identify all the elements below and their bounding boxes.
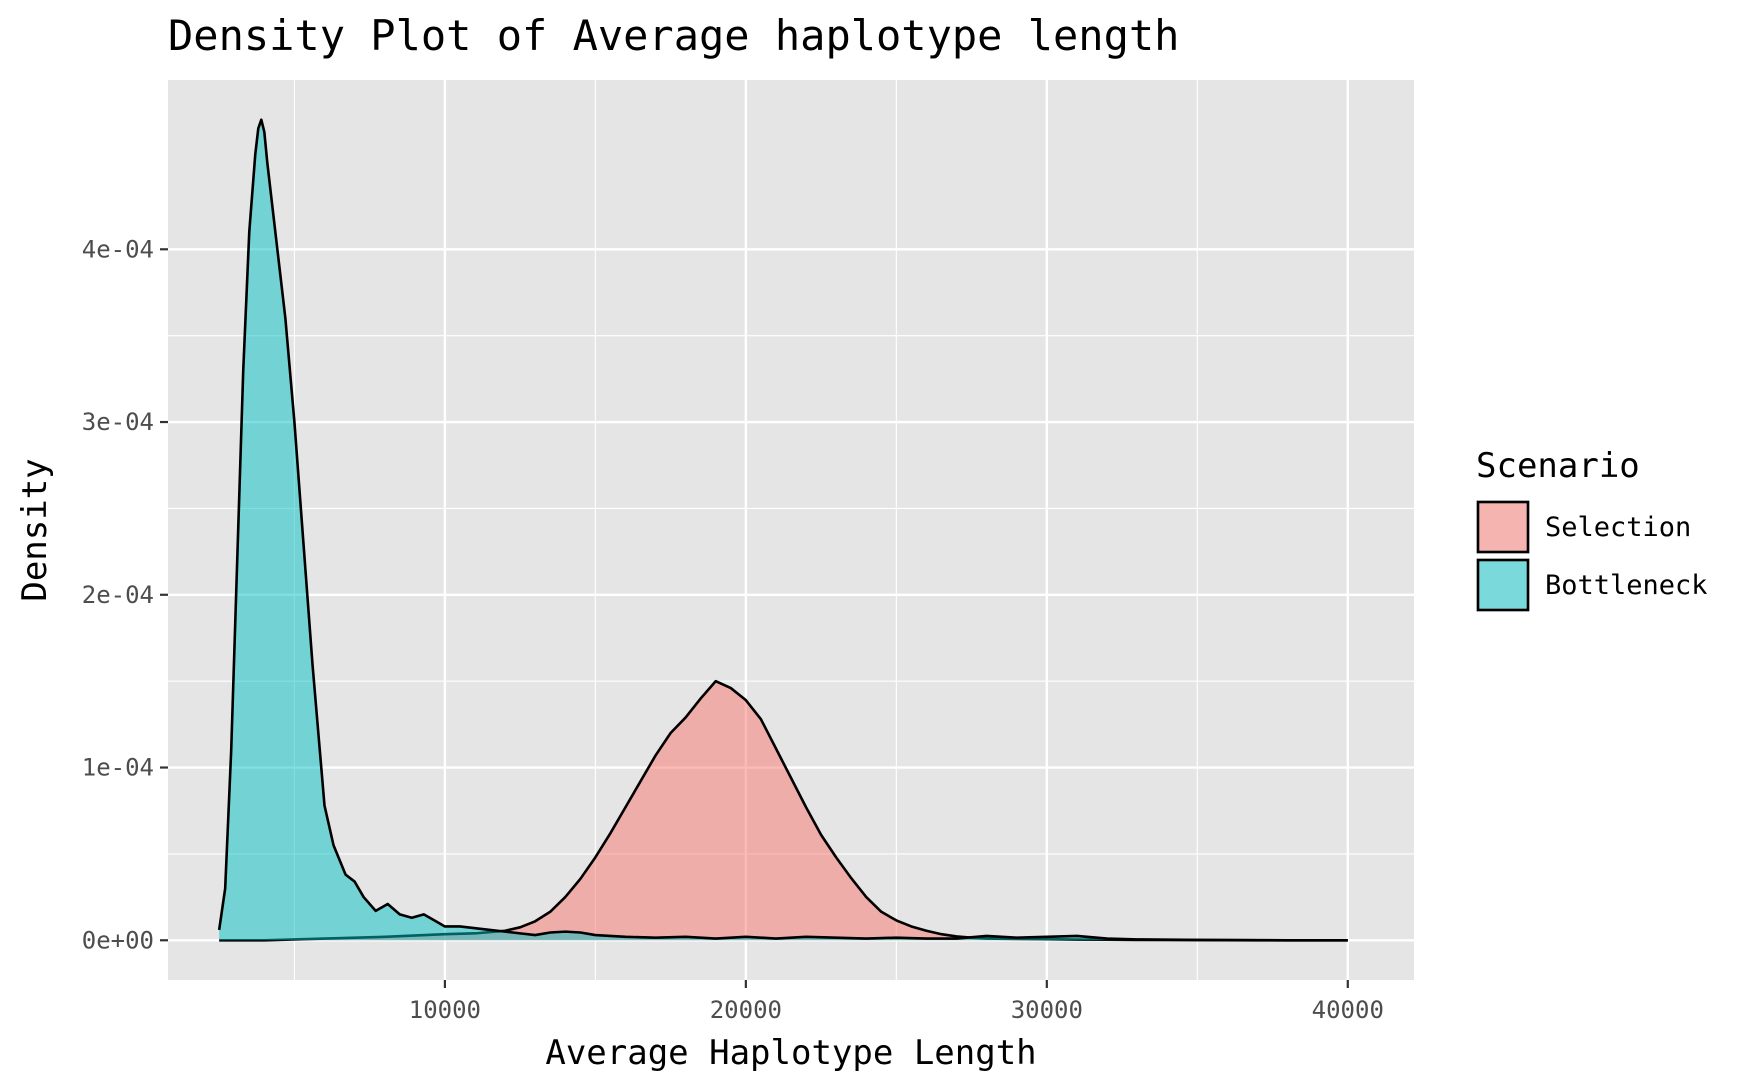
x-axis: 10000 20000 30000 40000 — [409, 980, 1384, 1024]
density-fill-bottleneck — [219, 119, 1348, 941]
y-tick-label: 4e-04 — [82, 235, 154, 263]
density-line-bottleneck — [217, 118, 1348, 942]
y-tick-label: 2e-04 — [82, 581, 154, 609]
y-tick-label: 0e+00 — [82, 926, 154, 954]
y-tick-label: 1e-04 — [82, 754, 154, 782]
legend-label-bottleneck: Bottleneck — [1545, 570, 1708, 601]
x-tick-label: 20000 — [710, 996, 782, 1024]
chart-title: Density Plot of Average haplotype length — [168, 11, 1179, 60]
x-tick-label: 40000 — [1312, 996, 1384, 1024]
y-axis-title: Density — [15, 458, 55, 601]
density-fill-selection — [219, 681, 1348, 941]
x-tick-label: 10000 — [409, 996, 481, 1024]
legend-label-selection: Selection — [1545, 512, 1691, 543]
legend-title: Scenario — [1476, 446, 1640, 486]
legend-swatch-selection — [1476, 500, 1530, 554]
x-tick-label: 30000 — [1011, 996, 1083, 1024]
y-tick-label: 3e-04 — [82, 408, 154, 436]
legend: Scenario Selection Bottleneck — [1476, 446, 1708, 612]
minor-gridlines — [168, 80, 1414, 980]
x-axis-title: Average Haplotype Length — [545, 1033, 1036, 1073]
legend-entries: Selection Bottleneck — [1476, 500, 1708, 612]
y-axis: 0e+00 1e-04 2e-04 3e-04 4e-04 — [82, 235, 168, 954]
legend-swatch-bottleneck — [1476, 558, 1530, 612]
density-series — [217, 118, 1348, 942]
